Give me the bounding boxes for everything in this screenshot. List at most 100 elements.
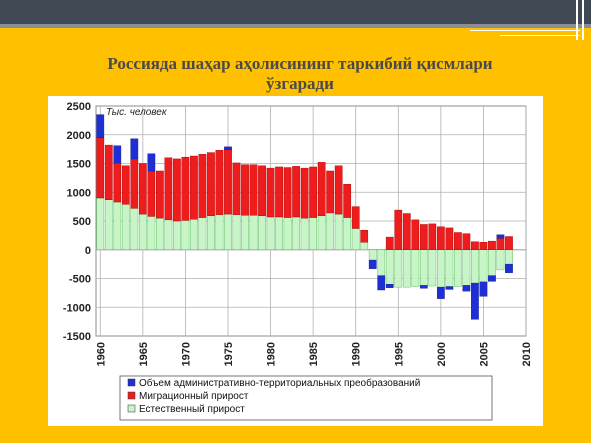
bar-segment: [113, 201, 122, 250]
bar-segment: [428, 223, 437, 250]
bar-segment: [334, 165, 343, 215]
bar-segment: [436, 286, 445, 299]
bar-segment: [147, 170, 156, 217]
bar-segment: [402, 213, 411, 250]
bar-segment: [130, 158, 139, 209]
bar-segment: [138, 213, 147, 250]
bar-segment: [207, 152, 215, 217]
bar-segment: [454, 232, 462, 250]
decor-line-vertical-2: [582, 0, 584, 40]
bar-segment: [232, 214, 241, 250]
bar-segment: [488, 275, 496, 282]
bar-segment: [436, 226, 445, 250]
bar-segment: [445, 249, 454, 287]
bar-segment: [309, 217, 317, 250]
bar-segment: [300, 167, 309, 219]
bar-segment: [275, 166, 283, 218]
bar-segment: [326, 170, 335, 214]
bar-segment: [419, 285, 428, 289]
bar-segment: [224, 149, 232, 215]
chart-panel: -1500 -1000 -500 0 500 1000 1500 2000 2500 1960 19…: [48, 96, 543, 426]
y-tick-label: 0: [85, 245, 91, 257]
stacked-bar-chart: -1500 -1000 -500 0 500 1000 1500 2000 2500 1960 19…: [63, 101, 533, 421]
bar-segment: [479, 281, 488, 297]
bar-segment: [385, 284, 394, 288]
bar-segment: [224, 146, 232, 150]
x-tick-label: 2000: [436, 342, 448, 366]
bar-segment: [309, 166, 317, 218]
y-tick-label: -1000: [63, 302, 91, 314]
bar-segment: [121, 165, 130, 205]
bar-segment: [249, 215, 258, 250]
bar-segment: [275, 216, 283, 250]
legend-swatch: [127, 404, 136, 413]
bar-segment: [181, 220, 190, 250]
legend-label: Естественный прирост: [139, 404, 245, 415]
bar-segment: [496, 249, 505, 271]
bar-segment: [343, 183, 352, 218]
legend-label: Объем административно-территориальных пр…: [139, 377, 420, 389]
x-tick-label: 1980: [266, 342, 278, 366]
y-tick-label: -1500: [63, 331, 91, 343]
bar-segment: [462, 233, 471, 250]
bar-segment: [377, 249, 386, 276]
bar-segment: [173, 158, 181, 222]
bar-segment: [190, 155, 198, 220]
bar-segment: [181, 156, 190, 221]
bar-segment: [147, 153, 156, 172]
bar-segment: [258, 165, 266, 217]
bar-segment: [130, 138, 139, 160]
bar-segment: [113, 162, 122, 203]
y-tick-label: -500: [69, 274, 91, 286]
bar-segment: [300, 217, 309, 250]
bar-segment: [436, 249, 445, 288]
bar-segment: [462, 285, 471, 292]
bar-segment: [411, 249, 420, 287]
bar-segment: [96, 197, 105, 250]
bar-segment: [241, 164, 249, 216]
bar-segment: [368, 259, 377, 269]
bar-segment: [479, 242, 488, 250]
bar-segment: [505, 236, 513, 250]
bar-segment: [121, 204, 130, 250]
x-tick-label: 1990: [351, 342, 363, 366]
bar-segment: [198, 154, 207, 218]
bar-segment: [283, 217, 292, 250]
bar-segment: [224, 213, 232, 250]
bar-segment: [164, 157, 173, 221]
bar-segment: [138, 163, 147, 215]
bar-segment: [113, 145, 122, 164]
y-tick-label: 2000: [67, 130, 91, 142]
bar-segment: [488, 249, 496, 276]
bar-segment: [411, 219, 420, 250]
bar-segment: [96, 114, 105, 138]
bar-segment: [147, 216, 156, 250]
bar-segment: [232, 162, 241, 215]
x-tick-label: 2010: [521, 342, 533, 366]
bar-segment: [266, 216, 275, 250]
bar-segment: [173, 220, 181, 250]
slide-title-line-2: ўзгаради: [266, 74, 334, 93]
bar-segment: [317, 162, 326, 217]
bar-segment: [343, 217, 352, 250]
decor-line-horizontal-1: [470, 30, 580, 31]
slide-title: Россияда шаҳар аҳолисининг таркибий қисм…: [40, 54, 560, 94]
decor-line-vertical-1: [576, 0, 578, 40]
bar-segment: [462, 249, 471, 286]
bar-segment: [385, 249, 394, 285]
legend-swatch: [127, 391, 136, 400]
bar-segment: [385, 236, 394, 250]
bar-segment: [505, 249, 513, 265]
bar-segment: [445, 286, 454, 290]
legend-label: Миграционный прирост: [139, 391, 249, 402]
bar-segment: [155, 170, 164, 219]
decor-line-horizontal-2: [500, 35, 580, 36]
bar-segment: [419, 224, 428, 250]
bar-segment: [428, 249, 437, 287]
bar-segment: [394, 209, 403, 250]
bar-segment: [454, 249, 462, 287]
x-tick-label: 2005: [478, 342, 490, 366]
x-tick-label: 1960: [95, 342, 107, 366]
bar-segment: [207, 215, 215, 250]
bar-segment: [164, 219, 173, 250]
